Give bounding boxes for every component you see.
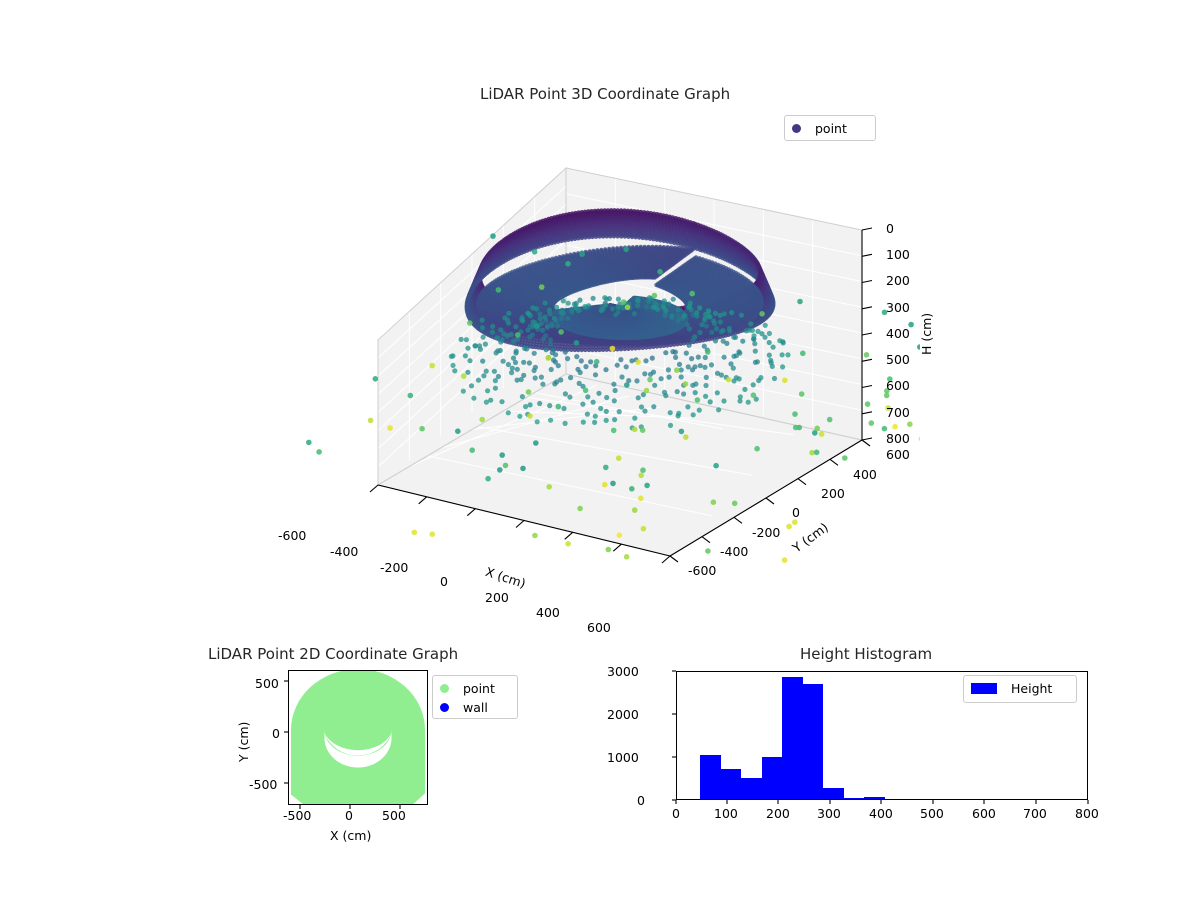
plot2d-ytick-2: -500 [249,777,278,792]
histogram-xtick-7: 700 [1023,806,1047,821]
histogram-xtick-8: 800 [1075,806,1099,821]
plot3d-ztick-1: 100 [886,247,910,262]
legend-label-height: Height [1011,681,1053,696]
plot3d-ztick-7: 700 [886,405,910,420]
plot3d-xtick-3: 0 [440,574,448,589]
legend-item-point: point [440,679,510,698]
histogram-bar [700,754,721,799]
histogram-xtick-0: 0 [672,806,680,821]
plot3d-ztick-0: 0 [886,221,894,236]
plot3d-ytick-0: 600 [886,447,910,462]
histogram-xtick-6: 600 [972,806,996,821]
plot3d-legend: point [784,115,876,141]
point-marker-icon [792,124,801,133]
legend-item-point: point [792,119,868,138]
plot3d-ytick-1: 400 [853,467,877,482]
histogram-bar [823,788,844,799]
legend-label-point: point [815,121,847,136]
height-swatch-icon [971,683,997,694]
histogram-bar [802,683,824,799]
plot3d-xtick-5: 400 [536,605,560,620]
plot3d-ytick-3: 0 [792,505,800,520]
histogram-ytick-1: 1000 [607,750,639,765]
legend-label-wall: wall [463,700,488,715]
histogram-xtick-2: 200 [766,806,790,821]
histogram-bar [843,797,865,799]
histogram-xtick-5: 500 [920,806,944,821]
histogram-title: Height Histogram [800,645,933,663]
plot3d-ytick-5: -400 [720,544,749,559]
plot2d-xtick-0: -500 [283,808,312,823]
plot3d-xtick-6: 600 [587,620,611,635]
histogram-bar [761,756,783,799]
plot3d-zaxis-label: H (cm) [919,312,934,355]
legend-item-height: Height [971,679,1069,698]
wall-marker-icon [440,703,449,712]
plot3d-ytick-6: -600 [688,563,717,578]
histogram-bar [782,676,803,799]
plot2d-ytick-1: 0 [272,726,280,741]
plot3d-ztick-3: 300 [886,300,910,315]
histogram-xtick-1: 100 [714,806,738,821]
histogram-bar [864,797,885,799]
plot3d-xtick-2: -200 [380,560,409,575]
histogram-bars [677,672,1087,799]
plot3d-title: LiDAR Point 3D Coordinate Graph [480,85,731,103]
plot2d-axes[interactable] [288,670,428,805]
histogram-xtick-3: 300 [817,806,841,821]
plot3d-ztick-5: 500 [886,352,910,367]
plot3d-ztick-6: 600 [886,378,910,393]
histogram-ytick-3: 3000 [607,664,639,679]
plot2d-point-field [289,671,427,804]
plot3d-tickmarks [369,227,873,564]
histogram-legend: Height [963,675,1077,703]
legend-item-wall: wall [440,698,510,717]
plot3d-outlier-points [306,233,920,563]
plot2d-xaxis-label: X (cm) [330,828,372,843]
plot3d-ytick-2: 200 [821,486,845,501]
plot2d-title: LiDAR Point 2D Coordinate Graph [208,645,459,663]
plot3d-point-cloud [448,208,791,431]
histogram-ytick-0: 0 [637,793,645,808]
legend-label-point: point [463,681,495,696]
plot3d-ztick-8: 800 [886,431,910,446]
plot2d-xtick-2: 500 [382,808,406,823]
plot3d-axes[interactable]: -600 -400 -200 0 200 400 600 600 400 200… [278,140,934,635]
plot3d-ztick-4: 400 [886,326,910,341]
histogram-tickmarks [672,670,1089,804]
plot3d-ztick-2: 200 [886,273,910,288]
plot2d-xtick-1: 0 [345,808,353,823]
plot2d-ytick-0: 500 [255,676,279,691]
plot3d-xtick-1: -400 [330,544,359,559]
histogram-ytick-2: 2000 [607,707,639,722]
plot3d-ytick-4: -200 [752,525,781,540]
histogram-xtick-4: 400 [869,806,893,821]
histogram-bar [741,778,762,799]
plot2d-legend: point wall [432,675,518,719]
point-marker-icon [440,684,449,693]
plot3d-xtick-0: -600 [278,528,307,543]
plot2d-tickmarks [284,680,401,809]
plot2d-yaxis-label: Y (cm) [236,721,251,762]
plot3d-canvas [306,166,920,564]
histogram-bar [720,768,742,799]
plot3d-xtick-4: 200 [485,590,509,605]
